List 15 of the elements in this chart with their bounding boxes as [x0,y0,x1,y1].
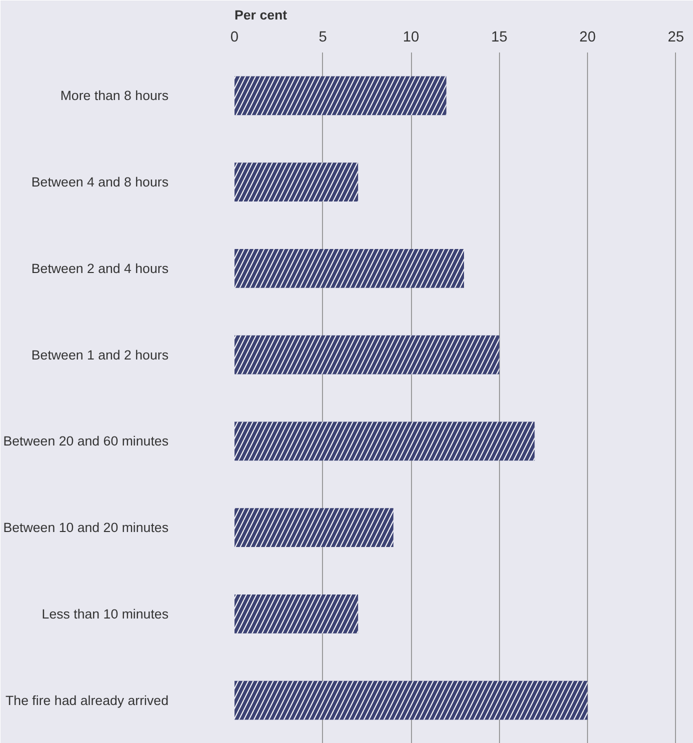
y-tick-label: Less than 10 minutes [42,606,169,622]
y-tick-label: The fire had already arrived [6,692,168,708]
x-tick-label: 0 [230,30,239,46]
x-axis-title: Per cent [234,8,288,22]
y-tick-label: Between 2 and 4 hours [31,260,169,276]
x-tick-label: 20 [579,30,596,46]
x-tick-label: 15 [491,30,508,46]
y-tick-label: Between 20 and 60 minutes [3,434,169,449]
y-tick-label: Between 4 and 8 hours [31,174,169,190]
x-tick-label: 25 [668,30,684,46]
y-tick-label: More than 8 hours [60,88,169,104]
y-tick-label: Between 1 and 2 hours [31,347,169,362]
x-tick-label: 5 [318,30,327,46]
y-tick-label: Between 10 and 20 minutes [3,520,169,536]
x-tick-label: 10 [402,30,420,46]
